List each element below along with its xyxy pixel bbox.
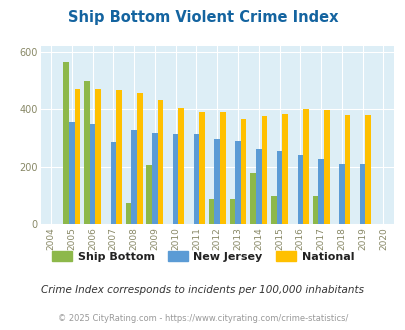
Bar [323,110,329,224]
Bar [255,149,261,224]
Bar [84,81,90,224]
Bar [178,108,183,224]
Bar [152,133,157,224]
Bar [63,62,69,224]
Bar [131,130,136,224]
Bar [126,203,131,224]
Text: Ship Bottom Violent Crime Index: Ship Bottom Violent Crime Index [68,10,337,25]
Bar [173,134,178,224]
Bar [281,114,287,224]
Bar [220,112,225,224]
Text: © 2025 CityRating.com - https://www.cityrating.com/crime-statistics/: © 2025 CityRating.com - https://www.city… [58,314,347,323]
Bar [193,134,199,224]
Bar [110,143,116,224]
Bar [136,93,142,224]
Bar [364,115,370,224]
Bar [344,115,350,224]
Bar [69,122,75,224]
Bar [250,173,255,224]
Bar [229,199,234,224]
Bar [146,165,152,224]
Bar [214,139,220,224]
Bar [199,112,205,224]
Bar [234,141,240,224]
Legend: Ship Bottom, New Jersey, National: Ship Bottom, New Jersey, National [49,248,356,266]
Bar [271,196,276,224]
Bar [95,89,101,224]
Bar [157,100,163,224]
Text: Crime Index corresponds to incidents per 100,000 inhabitants: Crime Index corresponds to incidents per… [41,285,364,295]
Bar [261,116,266,224]
Bar [116,90,121,224]
Bar [303,110,308,224]
Bar [318,159,323,224]
Bar [312,196,318,224]
Bar [208,199,214,224]
Bar [297,154,303,224]
Bar [359,164,364,224]
Bar [276,150,281,224]
Bar [75,89,80,224]
Bar [90,124,95,224]
Bar [240,119,246,224]
Bar [338,164,344,224]
